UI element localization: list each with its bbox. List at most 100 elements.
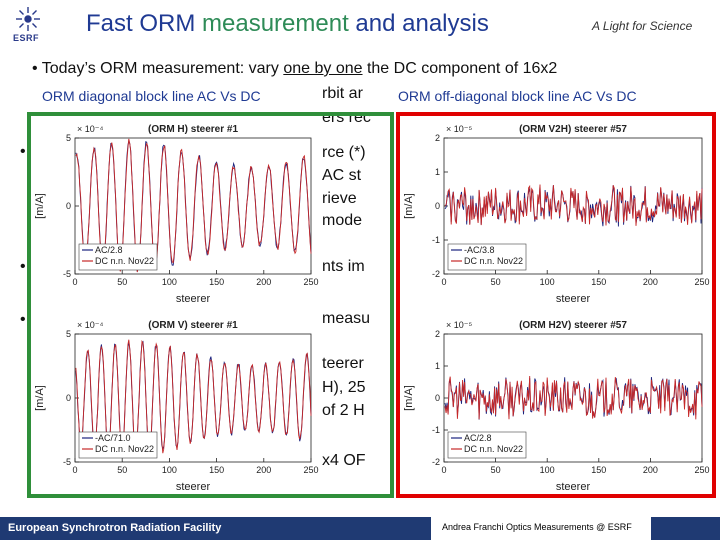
bullet-fragment: nts im — [322, 258, 365, 275]
diagonal-block-label: ORM diagonal block line AC Vs DC — [40, 88, 263, 104]
series-line-2 — [444, 184, 703, 226]
y-tick-label: 0 — [66, 201, 71, 211]
y-axis-label: [m/A] — [34, 193, 46, 219]
chart-svg: (ORM H) steerer #1× 10⁻⁴0 50 100 150 200 250-… — [34, 124, 319, 305]
y-tick-label: -5 — [63, 457, 71, 467]
y-tick-label: -1 — [432, 425, 440, 435]
bullet-fragment: rbit ar — [322, 85, 363, 102]
x-tick-label: 250 — [303, 277, 318, 287]
y-tick-label: 0 — [66, 393, 71, 403]
logo-text: ESRF — [13, 33, 40, 43]
legend-box — [78, 431, 158, 459]
x-tick-label: 0 — [72, 465, 77, 475]
x-tick-label: 150 — [591, 465, 606, 475]
axis-exponent: × 10⁻⁴ — [77, 320, 104, 330]
tagline: A Light for Science — [592, 19, 693, 33]
chart-svg: (ORM V2H) steerer #57 × 10⁻⁵ 0 50 100 150 200 2… — [403, 124, 710, 305]
y-tick-label: 5 — [66, 329, 71, 339]
legend-box — [447, 243, 527, 271]
y-tick-label: 0 — [435, 201, 440, 211]
legend-entry: AC/2.8 — [95, 245, 123, 255]
title-prefix: Fast ORM — [86, 10, 203, 37]
x-tick-label: 200 — [643, 277, 658, 287]
chart-orm-h-steerer-1: (ORM H) steerer #1 × 10⁻⁴ 0 50 100 150 200 250-… — [31, 116, 321, 306]
x-tick-label: 50 — [491, 277, 501, 287]
bullet-fragment: measu — [322, 310, 371, 327]
x-tick-label: 0 — [72, 277, 77, 287]
x-axis-label: steerer — [176, 293, 211, 305]
x-tick-label: 50 — [117, 465, 127, 475]
off-diagonal-block-frame — [396, 112, 716, 498]
y-tick-label: -2 — [432, 457, 440, 467]
x-tick-label: 250 — [303, 465, 318, 475]
y-axis-label: [m/A] — [403, 193, 415, 219]
chart-orm-v2h-steerer-57: (ORM V2H) steerer #57 × 10⁻⁵ 0 50 100 150 200 2… — [400, 116, 712, 306]
x-tick-label: 100 — [162, 277, 177, 287]
legend-box — [78, 243, 158, 271]
legend-entry: -AC/71.0 — [95, 433, 131, 443]
series-line-2 — [75, 339, 312, 457]
y-tick-label: -2 — [432, 269, 440, 279]
esrf-logo-icon — [16, 7, 40, 31]
bullet-marker: • — [20, 143, 26, 160]
bullet-fragment: x4 OF — [322, 452, 366, 469]
y-tick-label: 0 — [435, 393, 440, 403]
bullet-1-underlined: one by one — [283, 60, 363, 77]
bullet-fragment: mode — [322, 212, 363, 229]
footer-credit: Andrea Franchi Optics Measurements @ ESR… — [439, 522, 635, 532]
chart-title: (ORM H) steerer #1 — [148, 124, 238, 135]
y-tick-label: 5 — [66, 133, 71, 143]
y-tick-label: 2 — [435, 133, 440, 143]
bullet-fragment: teerer — [322, 355, 364, 372]
x-tick-label: 250 — [694, 465, 709, 475]
bullet-1: • Today’s ORM measurement: vary one by o… — [32, 60, 557, 78]
x-axis-label: steerer — [556, 293, 591, 305]
chart-orm-h2v-steerer-57: (ORM H2V) steerer #57 × 10⁻⁵ 0 50 100 150 200 2… — [400, 312, 712, 494]
chart-title: (ORM H2V) steerer #57 — [519, 320, 627, 331]
series-line-2 — [75, 138, 312, 273]
chart-svg: (ORM H2V) steerer #57 × 10⁻⁵ 0 50 100 150 200 2… — [403, 320, 710, 493]
legend-entry: DC n.n. Nov22 — [464, 444, 523, 454]
bullet-fragment: rce (*) — [322, 144, 366, 161]
bullet-fragment: H), 25 — [322, 379, 366, 396]
off-diagonal-block-label: ORM off-diagonal block line AC Vs DC — [396, 88, 639, 104]
legend-entry: AC/2.8 — [464, 433, 492, 443]
legend-entry: DC n.n. Nov22 — [464, 256, 523, 266]
y-tick-label: 2 — [435, 329, 440, 339]
x-tick-label: 100 — [540, 465, 555, 475]
axis-exponent: × 10⁻⁵ — [446, 124, 473, 134]
series-line-2 — [444, 375, 703, 420]
bullet-fragment: rieve — [322, 190, 357, 207]
x-axis-label: steerer — [556, 481, 591, 493]
bullet-marker: • — [20, 258, 26, 275]
chart-orm-v-steerer-1: (ORM V) steerer #1 × 10⁻⁴ 0 50 100 150 200 250-… — [31, 312, 321, 494]
x-tick-label: 0 — [441, 465, 446, 475]
y-tick-label: -1 — [432, 235, 440, 245]
x-tick-label: 50 — [491, 465, 501, 475]
y-tick-label: 1 — [435, 167, 440, 177]
x-tick-label: 250 — [694, 277, 709, 287]
x-tick-label: 200 — [643, 465, 658, 475]
chart-svg: (ORM V) steerer #1× 10⁻⁴0 50 100 150 200 250-… — [34, 320, 319, 493]
y-tick-label: 1 — [435, 361, 440, 371]
x-tick-label: 50 — [117, 277, 127, 287]
x-tick-label: 0 — [441, 277, 446, 287]
x-tick-label: 200 — [256, 277, 271, 287]
legend-box — [447, 431, 527, 459]
footer-organization: European Synchrotron Radiation Facility — [8, 522, 222, 534]
axis-exponent: × 10⁻⁴ — [77, 124, 104, 134]
chart-title: (ORM V2H) steerer #57 — [519, 124, 627, 135]
legend-entry: -AC/3.8 — [464, 245, 495, 255]
bullet-fragment: AC st — [322, 167, 362, 184]
y-tick-label: -5 — [63, 269, 71, 279]
bullet-1-text-b: the DC component of 16x2 — [362, 60, 558, 77]
x-tick-label: 150 — [209, 465, 224, 475]
header: ESRF Fast ORM measurement and analysis A… — [0, 0, 720, 50]
slide-title: Fast ORM measurement and analysis — [86, 10, 489, 38]
bullet-fragment: of 2 H — [322, 402, 365, 419]
chart-title: (ORM V) steerer #1 — [148, 320, 238, 331]
x-tick-label: 150 — [209, 277, 224, 287]
diagonal-block-frame — [27, 112, 394, 498]
x-tick-label: 200 — [256, 465, 271, 475]
